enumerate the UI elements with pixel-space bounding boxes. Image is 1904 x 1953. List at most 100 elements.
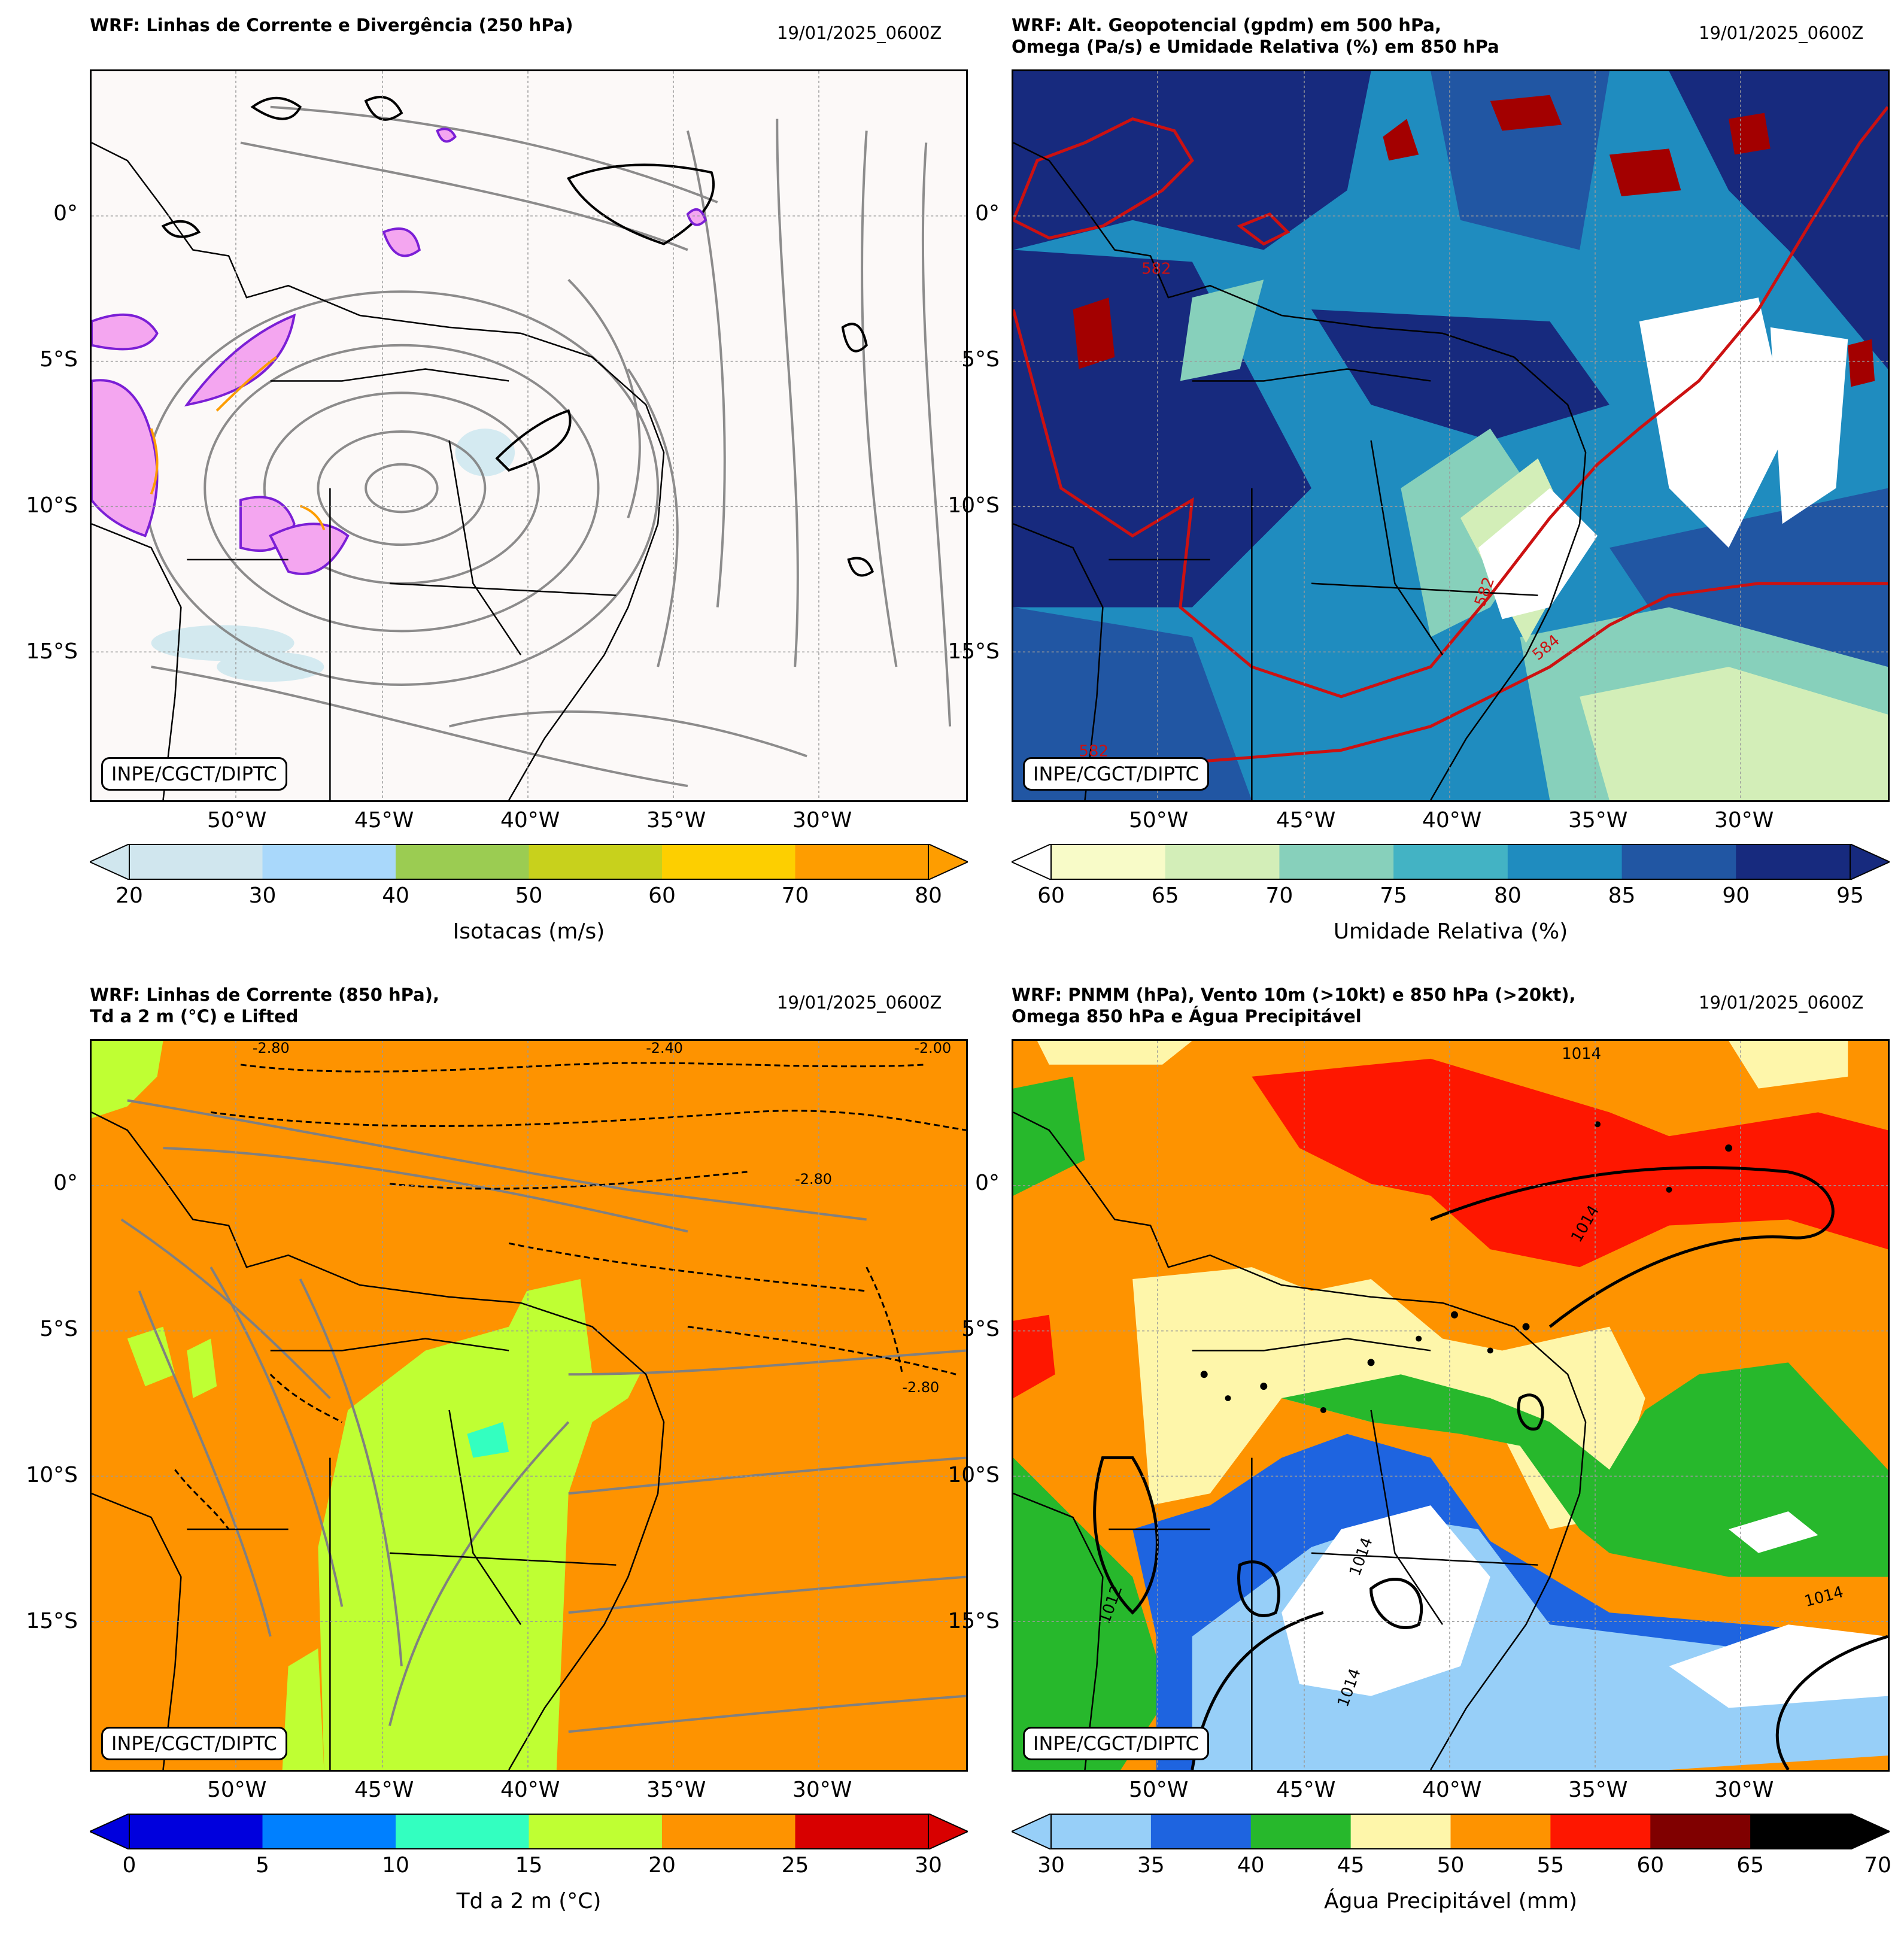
y-tick: 0° <box>53 201 78 226</box>
y-tick: 10°S <box>26 1463 78 1487</box>
colorbar-tick-label: 15 <box>515 1853 543 1878</box>
y-tick: 0° <box>975 201 1000 226</box>
y-axis: 0° 5°S 10°S 15°S <box>24 1039 84 1772</box>
colorbar-tick-label: 65 <box>1151 883 1179 908</box>
contour-label: 582 <box>1141 260 1171 278</box>
colorbar-tick-label: 30 <box>1037 1853 1065 1878</box>
colorbar-tick-label: 55 <box>1536 1853 1565 1878</box>
map-frame[interactable]: INPE/CGCT/DIPTC <box>90 69 968 802</box>
map-streamlines-250 <box>92 71 966 800</box>
map-frame[interactable]: 1014 1014 1012 1014 1014 1014 INPE/CGCT/… <box>1012 1039 1890 1772</box>
colorbar-tick-label: 70 <box>1265 883 1293 908</box>
colorbar-swatch <box>396 844 529 880</box>
x-tick: 35°W <box>1568 808 1628 833</box>
colorbar-swatch <box>1507 844 1623 880</box>
colorbar-tick-label: 35 <box>1137 1853 1165 1878</box>
colorbar-swatch <box>1393 844 1508 880</box>
colorbar-tick-label: 80 <box>915 883 942 908</box>
colorbar-swatch <box>795 844 929 880</box>
colorbar-swatch <box>1165 844 1280 880</box>
panel-date: 19/01/2025_0600Z <box>1699 992 1864 1013</box>
y-tick: 0° <box>975 1171 1000 1195</box>
panel-date: 19/01/2025_0600Z <box>1699 23 1864 43</box>
colorbar-title: Água Precipitável (mm) <box>1324 1889 1577 1913</box>
colorbar-extend-low <box>90 844 130 880</box>
colorbar-swatch <box>396 1814 529 1849</box>
panel-streamlines-250hpa: WRF: Linhas de Corrente e Divergência (2… <box>0 0 968 958</box>
colorbar-extend-high <box>1850 844 1890 880</box>
colorbar-tick-label: 40 <box>382 883 409 908</box>
credit-label: INPE/CGCT/DIPTC <box>1023 757 1209 791</box>
x-tick: 50°W <box>207 808 267 833</box>
x-tick: 35°W <box>646 808 706 833</box>
contour-label: -2.00 <box>914 1041 951 1056</box>
colorbar-swatch <box>529 1814 663 1849</box>
colorbar-title: Isotacas (m/s) <box>453 919 605 944</box>
colorbar <box>90 1814 968 1849</box>
contour-label: -2.80 <box>902 1379 939 1396</box>
colorbar-tick-label: 20 <box>648 1853 676 1878</box>
x-tick: 45°W <box>1276 808 1336 833</box>
y-axis: 0° 5°S 10°S 15°S <box>946 69 1006 802</box>
colorbar-frame <box>1050 844 1851 880</box>
colorbar-tick-label: 10 <box>382 1853 409 1878</box>
colorbar-tick-label: 0 <box>122 1853 136 1878</box>
x-tick: 30°W <box>1714 1778 1774 1802</box>
x-axis: 50°W 45°W 40°W 35°W 30°W <box>90 1778 968 1808</box>
map-frame[interactable]: 582 582 584 582 INPE/CGCT/DIPTC <box>1012 69 1890 802</box>
colorbar-swatch <box>1279 844 1394 880</box>
panel-title: WRF: Linhas de Corrente (850 hPa), Td a … <box>90 985 439 1026</box>
contour-label: -2.80 <box>795 1171 832 1187</box>
x-tick: 45°W <box>354 1778 414 1802</box>
y-tick: 5°S <box>961 1317 1000 1341</box>
colorbar <box>1012 844 1890 880</box>
x-tick: 35°W <box>646 1778 706 1802</box>
panel-geopotential-500hpa: WRF: Alt. Geopotencial (gpdm) em 500 hPa… <box>922 0 1890 958</box>
colorbar-title: Td a 2 m (°C) <box>456 1889 602 1913</box>
colorbar-tick-label: 75 <box>1380 883 1408 908</box>
x-tick: 40°W <box>500 1778 560 1802</box>
credit-label: INPE/CGCT/DIPTC <box>101 1727 287 1760</box>
y-tick: 15°S <box>948 639 1000 664</box>
y-tick: 10°S <box>948 493 1000 518</box>
colorbar-swatch <box>262 844 396 880</box>
colorbar-swatch <box>662 844 795 880</box>
colorbar-swatch <box>529 844 663 880</box>
colorbar-swatch <box>262 1814 396 1849</box>
colorbar-swatch <box>1350 1814 1451 1849</box>
colorbar-extend-low <box>1012 1814 1052 1849</box>
map-frame[interactable]: -2.80 -2.40 -2.80 -2.00 -2.80 INPE/CGCT/… <box>90 1039 968 1772</box>
colorbar-swatch <box>1051 1814 1152 1849</box>
colorbar-swatch <box>795 1814 929 1849</box>
colorbar-tick-label: 30 <box>915 1853 942 1878</box>
credit-label: INPE/CGCT/DIPTC <box>1023 1727 1209 1760</box>
colorbar-swatch <box>129 1814 263 1849</box>
colorbar-tick-label: 40 <box>1237 1853 1265 1878</box>
map-humidity-850: 582 582 584 582 <box>1013 71 1888 800</box>
colorbar-swatch <box>1650 1814 1751 1849</box>
panel-title: WRF: Linhas de Corrente e Divergência (2… <box>90 15 573 35</box>
x-tick: 40°W <box>1422 1778 1482 1802</box>
colorbar-tick-label: 95 <box>1836 883 1864 908</box>
x-tick: 40°W <box>500 808 560 833</box>
y-tick: 5°S <box>40 347 78 372</box>
panel-streamlines-850hpa: WRF: Linhas de Corrente (850 hPa), Td a … <box>0 970 968 1927</box>
y-tick: 10°S <box>26 493 78 518</box>
colorbar-frame <box>129 844 929 880</box>
colorbar-labels: 0 5 10 15 20 25 30 <box>90 1853 968 1883</box>
colorbar-swatch <box>1550 1814 1651 1849</box>
colorbar-tick-label: 60 <box>1037 883 1065 908</box>
colorbar-swatch <box>1621 844 1736 880</box>
x-tick: 45°W <box>1276 1778 1336 1802</box>
x-tick: 40°W <box>1422 808 1482 833</box>
y-tick: 10°S <box>948 1463 1000 1487</box>
x-tick: 50°W <box>207 1778 267 1802</box>
contour-label: 1014 <box>1562 1045 1601 1063</box>
y-tick: 5°S <box>961 347 1000 372</box>
colorbar-swatch <box>129 844 263 880</box>
colorbar-tick-label: 30 <box>248 883 277 908</box>
colorbar-extend-low <box>90 1814 130 1849</box>
colorbar-tick-label: 5 <box>256 1853 269 1878</box>
colorbar-tick-label: 80 <box>1493 883 1522 908</box>
x-axis: 50°W 45°W 40°W 35°W 30°W <box>1012 808 1890 838</box>
